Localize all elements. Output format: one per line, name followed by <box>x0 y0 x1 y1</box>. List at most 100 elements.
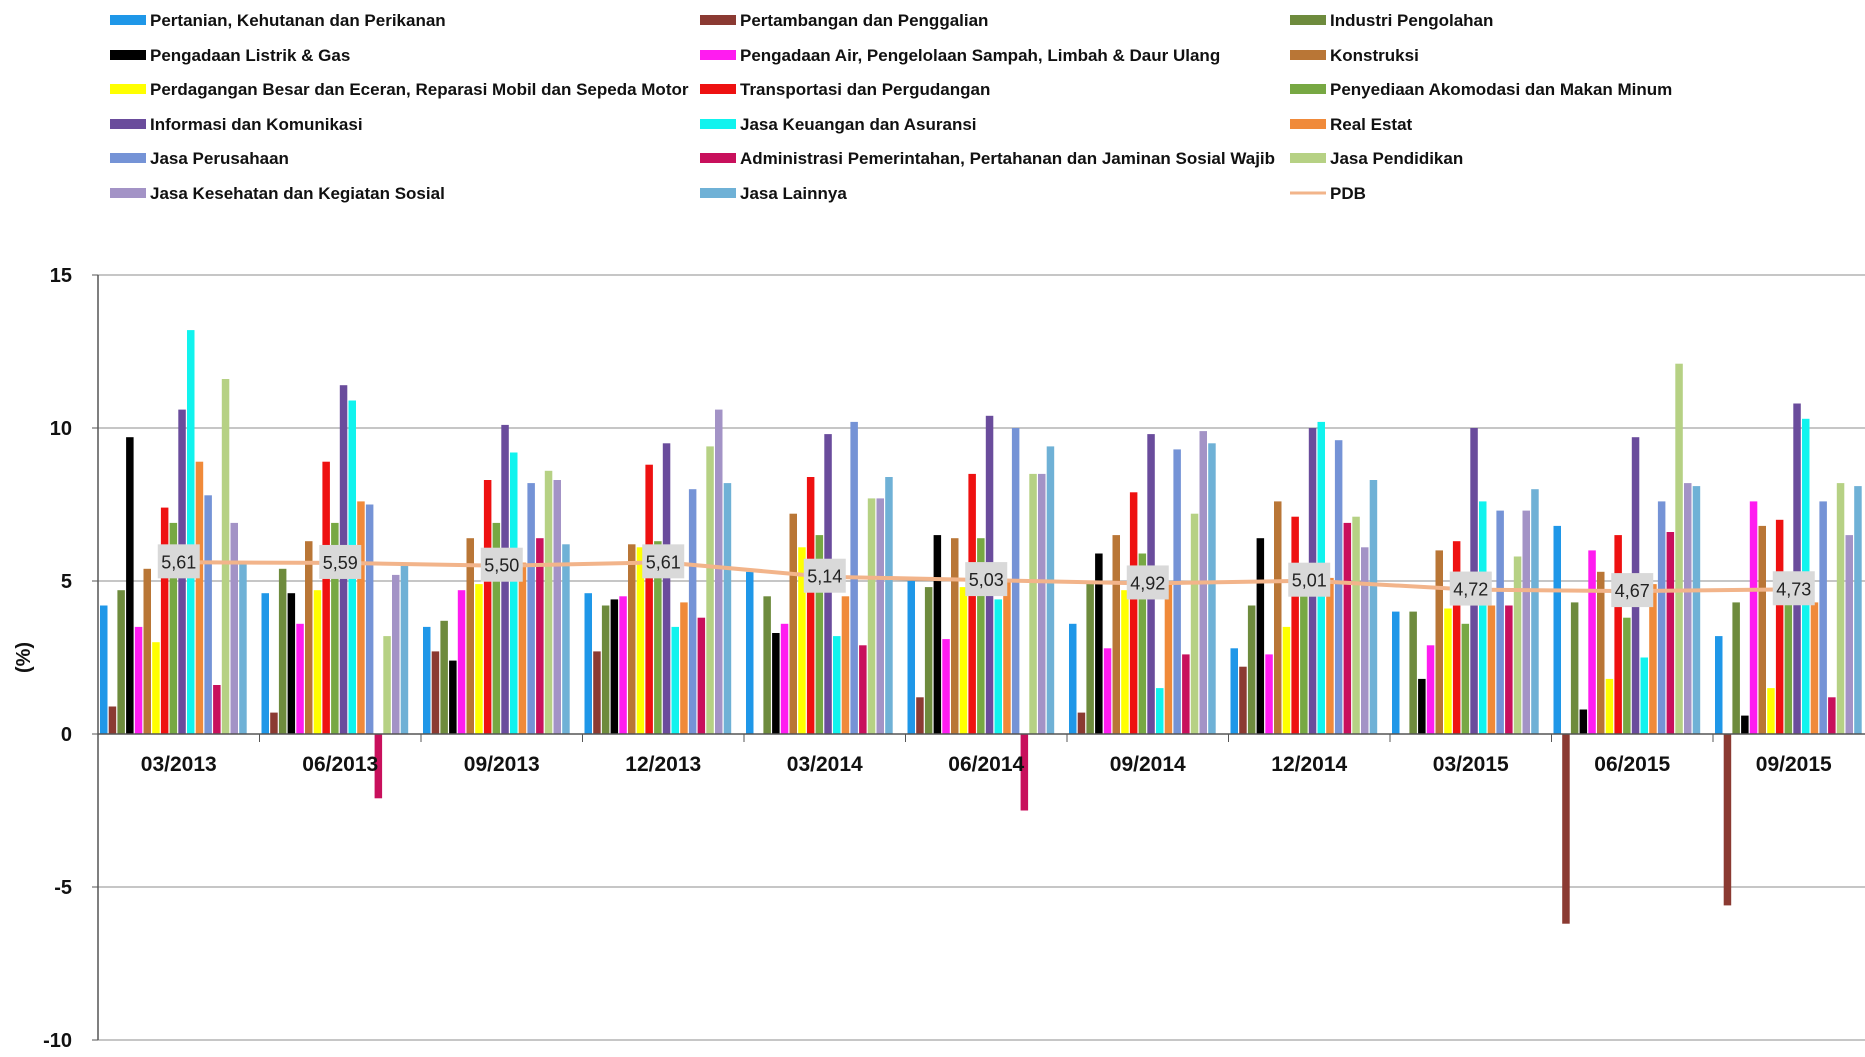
y-tick-label: 0 <box>61 724 72 746</box>
data-label-box <box>803 558 846 593</box>
legend-swatch <box>1290 50 1326 60</box>
legend-item: Pertanian, Kehutanan dan Perikanan <box>110 11 446 30</box>
bar <box>126 437 134 734</box>
legend-swatch <box>1290 119 1326 129</box>
bar <box>1793 403 1801 734</box>
legend-label: Real Estat <box>1330 115 1413 134</box>
legend-swatch <box>110 84 146 94</box>
x-tick-label: 09/2015 <box>1756 753 1832 776</box>
bar <box>645 464 653 734</box>
legend-item: Pertambangan dan Penggalian <box>700 11 988 30</box>
bar <box>1190 513 1199 734</box>
data-label-box <box>1611 573 1654 608</box>
legend-item: Jasa Pendidikan <box>1290 149 1463 168</box>
bar <box>1732 602 1740 734</box>
bar <box>1588 550 1596 734</box>
bar <box>195 461 204 734</box>
legend-swatch <box>110 15 146 25</box>
bar <box>1819 501 1827 734</box>
bar <box>527 483 535 734</box>
bar <box>715 409 723 734</box>
legend-item: Perdagangan Besar dan Eceran, Reparasi M… <box>110 80 689 99</box>
data-label-box <box>1772 571 1815 606</box>
bar <box>374 734 383 799</box>
legend-item: Informasi dan Komunikasi <box>110 115 363 134</box>
bar <box>833 636 841 734</box>
bar <box>278 568 287 734</box>
legend-swatch <box>1290 153 1326 163</box>
bar <box>1112 535 1120 734</box>
bar <box>1334 440 1343 734</box>
bar <box>1649 584 1657 734</box>
bar <box>1392 611 1400 734</box>
bar <box>357 501 365 734</box>
bar <box>1291 516 1299 734</box>
legend-swatch <box>700 84 736 94</box>
bar <box>1605 678 1614 734</box>
bar <box>1282 626 1291 734</box>
data-label-box <box>1126 565 1169 600</box>
bar <box>1274 501 1282 734</box>
data-label-box <box>965 562 1008 597</box>
bar <box>671 626 679 734</box>
bar <box>1247 605 1256 734</box>
bar <box>1369 480 1378 734</box>
bar <box>780 623 789 734</box>
bar <box>610 599 619 734</box>
legend-swatch <box>110 50 146 60</box>
x-tick-label: 06/2015 <box>1594 753 1670 776</box>
bar <box>1461 623 1470 734</box>
bar <box>746 571 754 734</box>
bar <box>1038 473 1046 734</box>
legend-swatch <box>700 153 736 163</box>
y-tick-label: -10 <box>43 1030 72 1052</box>
bar <box>213 685 221 734</box>
bar <box>536 538 544 734</box>
bar <box>562 544 570 734</box>
bar <box>134 626 143 734</box>
legend-item: Jasa Lainnya <box>700 184 847 203</box>
bar <box>1265 654 1273 734</box>
bar <box>584 593 592 734</box>
bar <box>1741 715 1749 734</box>
bar <box>1715 636 1723 734</box>
legend-label: Jasa Lainnya <box>740 184 847 203</box>
bar <box>1640 657 1648 734</box>
legend-label: Penyediaan Akomodasi dan Makan Minum <box>1330 80 1672 99</box>
data-label: 5,61 <box>646 552 681 572</box>
bar <box>1435 550 1443 734</box>
data-label-box <box>642 544 685 579</box>
bar <box>305 541 313 734</box>
legend-swatch <box>700 15 736 25</box>
x-tick-label: 12/2014 <box>1271 753 1347 776</box>
bar <box>1828 697 1836 734</box>
legend-item: Transportasi dan Pergudangan <box>700 80 990 99</box>
bar <box>951 538 959 734</box>
legend-swatch <box>110 119 146 129</box>
bar <box>977 538 985 734</box>
x-tick-label: 06/2013 <box>302 753 378 776</box>
bar <box>1103 648 1112 734</box>
data-label: 5,50 <box>484 556 519 576</box>
bar <box>1692 486 1701 734</box>
legend-item: Administrasi Pemerintahan, Pertahanan da… <box>700 149 1275 168</box>
x-tick-label: 03/2014 <box>787 753 863 776</box>
legend-label: Informasi dan Komunikasi <box>150 115 363 134</box>
bar <box>457 590 466 734</box>
x-tick-label: 12/2013 <box>625 753 701 776</box>
bar <box>1020 734 1029 811</box>
bar <box>628 544 636 734</box>
bar <box>204 495 212 734</box>
data-label: 4,73 <box>1776 579 1811 599</box>
bar <box>152 642 160 734</box>
legend-item: Konstruksi <box>1290 46 1419 65</box>
bar <box>697 617 706 734</box>
bar <box>1182 654 1190 734</box>
data-label-box <box>1288 562 1331 597</box>
bar <box>1208 443 1216 734</box>
data-label: 4,92 <box>1130 573 1165 593</box>
bar <box>239 562 247 734</box>
bar <box>1623 617 1631 734</box>
bar <box>933 535 942 734</box>
legend-label: Jasa Keuangan dan Asuransi <box>740 115 977 134</box>
